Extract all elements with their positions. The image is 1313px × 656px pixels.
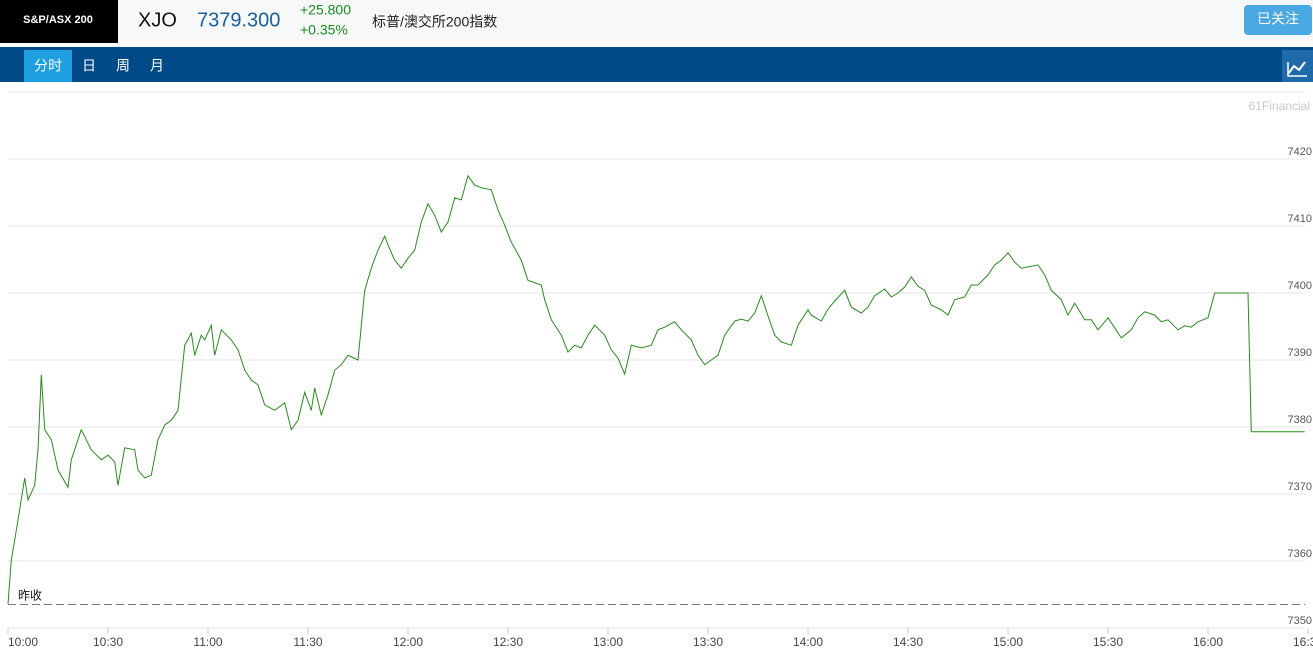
tab[interactable]: 分时 (34, 58, 62, 74)
tab[interactable]: 周 (116, 58, 130, 74)
chart-icon-axis[interactable] (1287, 62, 1307, 77)
x-tick-label: 12:00 (393, 635, 423, 649)
x-tick-label: 14:30 (893, 635, 923, 649)
follow-button-label[interactable]: 已关注 (1257, 11, 1299, 27)
x-tick-label: 15:30 (1093, 635, 1123, 649)
chart-icon[interactable] (1287, 61, 1306, 75)
change: +25.800 (300, 2, 351, 18)
tab-bar (0, 47, 1313, 82)
x-tick-label: 11:00 (193, 635, 222, 649)
y-tick-label: 7420 (1288, 146, 1312, 158)
y-tick-label: 7360 (1288, 548, 1312, 560)
tab-selected-bg (24, 50, 72, 82)
y-tick-label: 7380 (1288, 414, 1312, 426)
y-tick-label: 7390 (1288, 347, 1312, 359)
watermark: 61Financial (1249, 99, 1310, 113)
price: 7379.300 (197, 9, 280, 31)
price-line (7, 174, 1305, 604)
y-tick-label: 7350 (1288, 615, 1312, 627)
index-badge: S&P/ASX 200 (23, 14, 93, 26)
x-tick-label: 16:00 (1193, 635, 1223, 649)
x-tick-label: 10:30 (93, 635, 123, 649)
tab[interactable]: 月 (150, 58, 164, 74)
tab[interactable]: 日 (82, 58, 96, 74)
y-tick-label: 7400 (1288, 280, 1312, 292)
symbol: XJO (138, 9, 177, 31)
y-tick-label: 7370 (1288, 481, 1312, 493)
x-tick-label: 12:30 (493, 635, 523, 649)
x-tick-label: 13:00 (593, 635, 623, 649)
header-bar (0, 0, 1313, 43)
follow-button[interactable] (1244, 5, 1312, 35)
prev-close-label: 昨收 (18, 589, 42, 603)
x-tick-label: 13:30 (693, 635, 723, 649)
y-tick-label: 7410 (1288, 213, 1312, 225)
x-tick-label: 15:00 (993, 635, 1023, 649)
x-tick-label: 11:30 (293, 635, 322, 649)
change-pct: +0.35% (300, 22, 348, 38)
index-name: 标普/澳交所200指数 (372, 14, 497, 30)
chart-icon-button[interactable] (1282, 50, 1313, 82)
index-badge-bg (0, 0, 118, 43)
x-tick-label: 14:00 (793, 635, 823, 649)
x-tick-label: 16:30 (1293, 635, 1313, 649)
x-tick-label: 10:00 (8, 635, 38, 649)
